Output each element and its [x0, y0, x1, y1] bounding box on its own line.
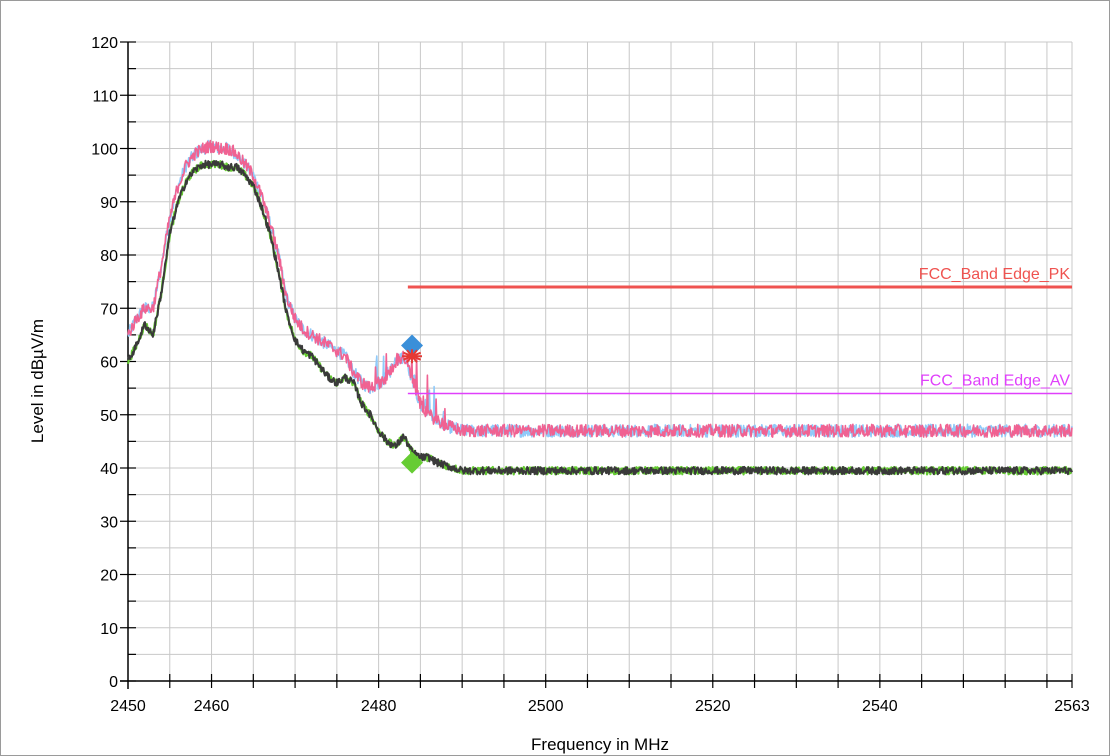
limit-line-label: FCC_Band Edge_PK: [919, 266, 1071, 283]
limit-lines: FCC_Band Edge_PK FCC_Band Edge_AV: [407, 266, 1072, 395]
y-tick-label: 0: [109, 674, 118, 691]
limit-line-label: FCC_Band Edge_AV: [920, 372, 1070, 389]
y-tick-label: 110: [92, 88, 118, 105]
y-tick-label: 30: [100, 514, 118, 531]
x-tick-label: 2520: [695, 698, 731, 715]
y-tick-label: 10: [100, 621, 118, 638]
y-tick-labels: 0 10 20 30 40 50 60 70 80 90 100 110 120: [91, 35, 118, 691]
x-tick-label: 2500: [528, 698, 564, 715]
x-tick-label: 2563: [1054, 698, 1090, 715]
y-tick-label: 50: [100, 408, 118, 425]
x-tick-label: 2540: [862, 698, 898, 715]
y-tick-label: 70: [100, 301, 118, 318]
series-line: [127, 139, 1073, 438]
y-tick-label: 60: [100, 355, 118, 372]
axes: [120, 41, 1073, 689]
markers: [401, 334, 424, 474]
y-tick-label: 80: [100, 248, 118, 265]
x-tick-labels: 2450 2460 2480 2500 2520 2540 2563: [110, 698, 1090, 715]
series-group: [126, 139, 1073, 476]
y-tick-label: 100: [91, 142, 118, 159]
marker-star: [402, 349, 422, 364]
x-tick-label: 2450: [110, 698, 146, 715]
y-tick-label: 90: [100, 195, 118, 212]
series-line: [127, 139, 1073, 438]
y-tick-label: 40: [100, 461, 118, 478]
grid: [128, 41, 1073, 681]
x-tick-label: 2480: [361, 698, 397, 715]
series-line: [127, 159, 1073, 476]
y-axis-title: Level in dBµV/m: [28, 319, 47, 443]
y-tick-label: 20: [100, 568, 118, 585]
x-axis-title: Frequency in MHz: [531, 735, 669, 754]
x-tick-label: 2460: [194, 698, 230, 715]
y-tick-label: 120: [91, 35, 118, 52]
marker-diamond: [401, 451, 424, 474]
